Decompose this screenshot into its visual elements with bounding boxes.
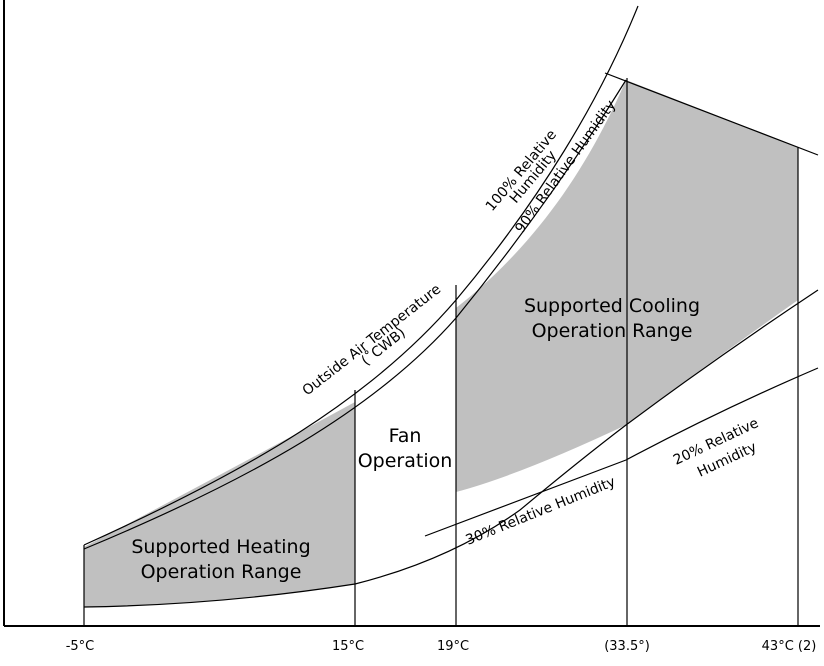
cooling-label-line2: Operation Range — [532, 320, 693, 342]
tick-label-19: 19°C — [437, 639, 469, 654]
rh90-curve — [83, 79, 627, 550]
heating-label-line1: Supported Heating — [131, 536, 310, 558]
heating-label-line2: Operation Range — [141, 561, 302, 583]
fan-label-line2: Operation — [358, 450, 453, 472]
rh30-label: 30% Relative Humidity — [464, 474, 618, 549]
cooling-upper-boundary — [604, 72, 819, 156]
outside-temp-label-line1: Outside Air Temperature — [300, 281, 445, 399]
heating-range-region — [84, 402, 355, 607]
rh20-curve — [424, 367, 819, 537]
fan-label-line1: Fan — [389, 425, 422, 447]
rh30-curve — [83, 289, 819, 608]
cooling-label-line1: Supported Cooling — [524, 295, 700, 317]
tick-label-33-5: (33.5°) — [604, 639, 650, 654]
tick-label-minus5: -5°C — [66, 639, 95, 654]
tick-label-43: 43°C (2) — [762, 639, 817, 654]
rh100-curve — [83, 5, 639, 546]
tick-label-15: 15°C — [332, 639, 364, 654]
